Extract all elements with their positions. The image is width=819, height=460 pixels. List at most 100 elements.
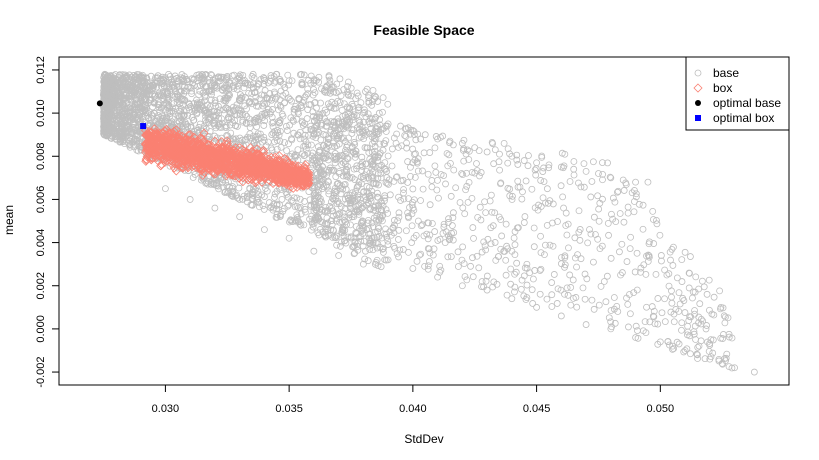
base-point — [344, 90, 352, 98]
box-point — [141, 139, 151, 149]
base-point — [536, 267, 544, 274]
base-point — [705, 347, 713, 355]
base-point — [487, 191, 495, 199]
base-point — [548, 279, 556, 286]
base-point — [395, 209, 403, 217]
base-point — [577, 183, 585, 191]
base-point — [521, 213, 529, 220]
base-point — [186, 83, 194, 91]
base-point — [500, 139, 508, 147]
base-point — [252, 136, 260, 144]
base-point — [122, 73, 129, 81]
base-point — [318, 168, 325, 176]
base-point — [567, 284, 575, 291]
base-point — [338, 182, 346, 190]
base-point — [208, 88, 215, 96]
base-point — [503, 242, 511, 250]
base-point — [511, 228, 519, 235]
base-point — [586, 226, 593, 233]
base-point — [611, 319, 619, 327]
base-point — [658, 257, 665, 265]
base-point — [352, 223, 360, 230]
base-point — [273, 70, 281, 78]
box-point — [186, 153, 197, 163]
base-point — [626, 245, 634, 252]
base-point — [607, 325, 615, 333]
base-point — [349, 243, 356, 251]
base-point — [271, 77, 279, 85]
base-point — [307, 101, 315, 108]
base-point — [338, 161, 346, 169]
base-point — [293, 194, 301, 202]
base-point — [652, 270, 660, 278]
base-point — [446, 235, 453, 243]
base-point — [386, 191, 394, 199]
base-point — [369, 160, 377, 168]
box-point — [171, 125, 181, 135]
base-point — [436, 262, 444, 270]
box-point — [266, 170, 276, 180]
base-point — [190, 76, 198, 84]
base-point — [352, 147, 360, 155]
base-point — [116, 106, 124, 114]
base-point — [162, 88, 169, 95]
base-point — [632, 178, 639, 186]
base-point — [347, 84, 355, 92]
base-point — [355, 201, 363, 209]
base-point — [536, 290, 544, 298]
base-point — [370, 180, 378, 187]
base-point — [558, 149, 566, 157]
base-point — [570, 171, 578, 179]
base-point — [373, 244, 381, 252]
base-point — [253, 123, 261, 131]
base-point — [117, 83, 125, 91]
base-point — [264, 138, 272, 146]
base-point — [701, 355, 709, 363]
base-point — [520, 157, 528, 164]
base-point — [378, 234, 386, 242]
base-point — [125, 137, 133, 144]
base-point — [523, 264, 531, 272]
box-point — [143, 129, 153, 139]
base-point — [634, 327, 641, 334]
box-point — [216, 152, 226, 163]
base-point — [341, 237, 348, 245]
base-point — [481, 198, 488, 206]
base-point — [506, 150, 513, 158]
base-point — [684, 328, 692, 336]
base-point — [394, 217, 402, 225]
base-point — [260, 91, 268, 99]
base-point — [225, 106, 233, 114]
base-point — [554, 218, 561, 225]
base-point — [351, 153, 359, 161]
base-point — [334, 134, 342, 142]
base-point — [285, 77, 293, 85]
base-point — [444, 219, 452, 226]
base-point — [345, 91, 352, 99]
base-point — [292, 152, 300, 160]
base-point — [656, 338, 664, 346]
base-point — [565, 244, 572, 252]
box-point — [237, 145, 247, 155]
base-point — [210, 113, 217, 121]
base-point — [322, 143, 330, 151]
base-point — [426, 149, 434, 156]
base-point — [322, 83, 330, 91]
base-point — [119, 96, 127, 103]
base-point — [364, 219, 372, 227]
base-point — [531, 166, 539, 174]
base-point — [625, 323, 632, 331]
base-point — [560, 204, 567, 212]
base-point — [491, 239, 499, 246]
base-point — [212, 179, 220, 187]
base-point — [668, 293, 675, 301]
base-point — [523, 260, 531, 268]
base-point — [100, 131, 108, 139]
base-point — [123, 123, 130, 131]
base-point — [188, 87, 196, 95]
base-point — [342, 239, 350, 247]
base-point — [570, 165, 578, 173]
base-point — [710, 293, 718, 301]
base-point — [524, 162, 532, 170]
base-point — [570, 158, 578, 165]
